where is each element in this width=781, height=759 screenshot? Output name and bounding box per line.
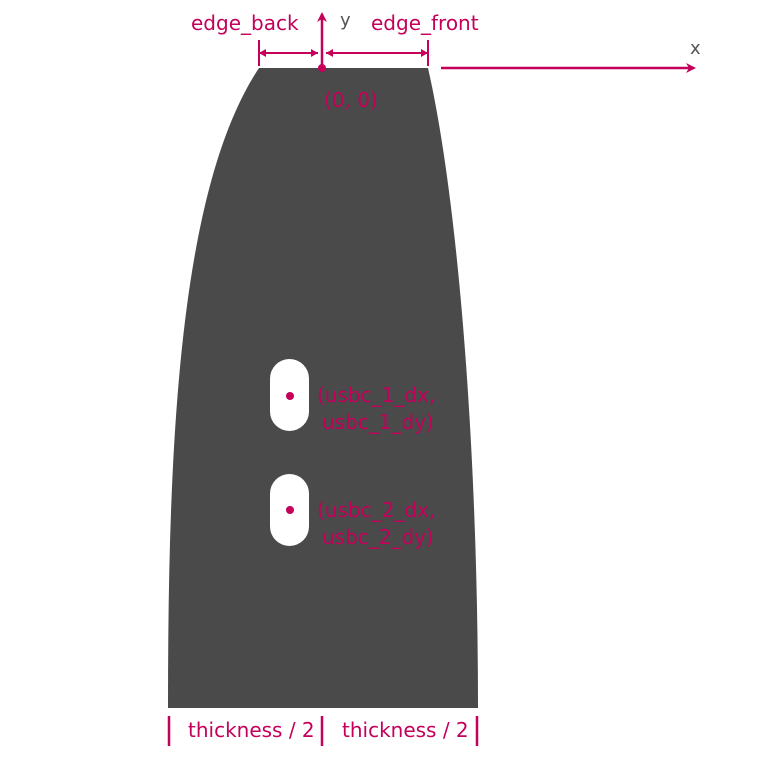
- usbc-1-center-dot: [286, 392, 294, 400]
- usbc-2-center-dot: [286, 506, 294, 514]
- usbc-1-label-line2: usbc_1_dy): [322, 410, 434, 434]
- edge-front-dimension: [326, 40, 429, 66]
- edge-front-label: edge_front: [371, 11, 479, 35]
- y-axis-label: y: [340, 10, 351, 31]
- usbc-2-label-line2: usbc_2_dy): [322, 525, 434, 549]
- usbc-2-label-line1: (usbc_2_dx,: [317, 498, 435, 522]
- edge-back-dimension: [258, 40, 318, 66]
- thickness-right-label: thickness / 2: [342, 718, 469, 742]
- origin-label: (0, 0): [324, 88, 378, 112]
- device-body: [168, 68, 478, 708]
- usbc-1-label-line1: (usbc_1_dx,: [317, 383, 435, 407]
- x-axis-label: x: [690, 38, 701, 59]
- thickness-left-label: thickness / 2: [188, 718, 315, 742]
- edge-back-label: edge_back: [191, 11, 299, 35]
- origin-dot: [318, 64, 326, 72]
